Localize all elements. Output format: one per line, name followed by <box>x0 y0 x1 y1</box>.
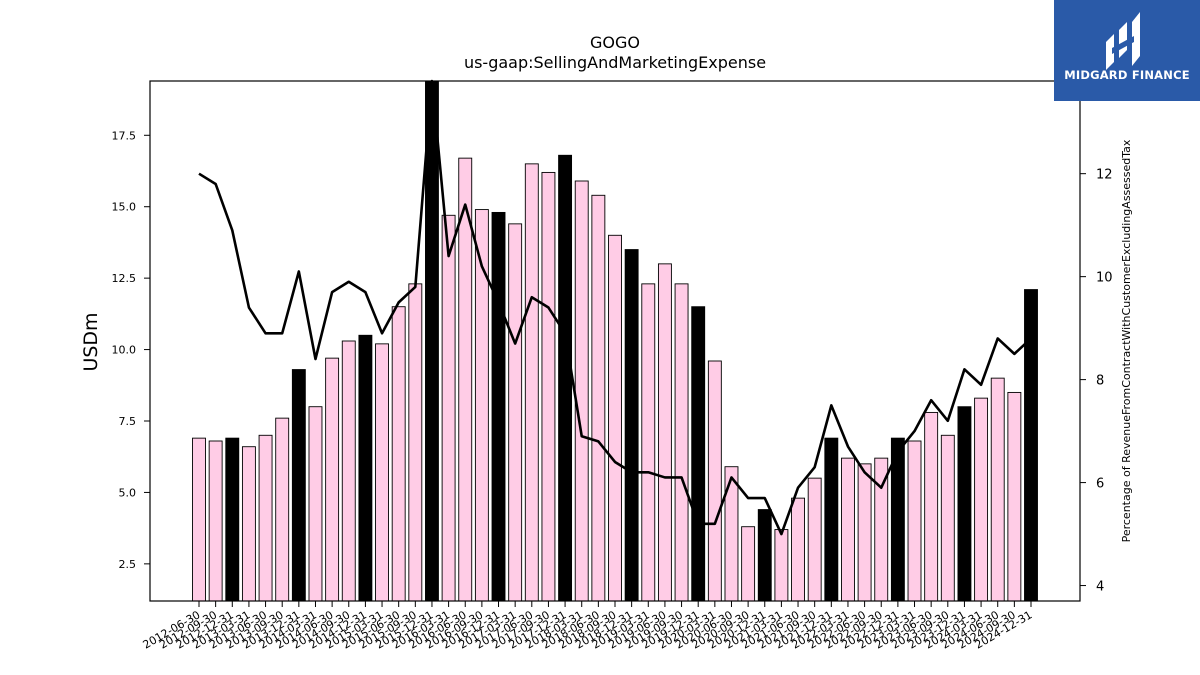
y2-tick-label: 10 <box>1096 271 1113 286</box>
y-axis-left: 2.5 5.0 7.5 10.0 12.5 15.0 17.5 <box>112 129 150 571</box>
bar-2024-03-31 <box>974 397 989 602</box>
bar-2014-09-30 <box>341 340 356 602</box>
bar-2015-03-31 <box>375 343 389 602</box>
y2-axis-label: Percentage of RevenueFromContractWithCus… <box>1120 139 1133 542</box>
bar-2016-03-31 <box>441 214 456 602</box>
bar-2020-12-31 <box>757 509 772 602</box>
y-tick-label: 2.5 <box>119 558 137 571</box>
bar-2018-12-31 <box>624 249 639 602</box>
bar-2021-06-30 <box>791 497 805 602</box>
bar-2019-03-31 <box>641 283 656 602</box>
bar-2024-12-31 <box>1024 289 1038 602</box>
bar-2019-12-31 <box>691 306 706 602</box>
bar-2018-06-30 <box>591 194 606 602</box>
bar-2017-09-30 <box>541 171 556 602</box>
bar-series <box>192 80 1038 602</box>
x-axis: 2012-06-302012-09-302012-12-312013-03-31… <box>141 601 1035 652</box>
bar-2015-09-30 <box>408 283 423 602</box>
y-tick-label: 5.0 <box>119 486 137 499</box>
y-tick-label: 12.5 <box>112 272 137 285</box>
bar-2016-12-31 <box>491 211 506 602</box>
bar-2012-06-30 <box>192 437 206 602</box>
bar-2017-06-30 <box>524 163 539 602</box>
y2-tick-label: 8 <box>1096 374 1104 389</box>
chart-subtitle: us-gaap:SellingAndMarketingExpense <box>463 53 767 72</box>
bar-2023-03-31 <box>907 440 922 602</box>
bar-2019-09-30 <box>674 283 689 602</box>
y2-tick-label: 12 <box>1096 168 1113 183</box>
bar-2020-09-30 <box>741 526 756 602</box>
bar-2024-09-30 <box>1007 391 1022 602</box>
brand-name: MIDGARD FINANCE <box>1064 68 1190 82</box>
bar-2018-03-31 <box>574 180 589 602</box>
bar-2013-09-30 <box>275 417 290 602</box>
bar-2018-09-30 <box>608 234 622 602</box>
y-tick-label: 15.0 <box>112 201 137 214</box>
midgard-logo-icon <box>1106 12 1140 70</box>
bar-2024-06-30 <box>990 377 1005 602</box>
bar-2012-09-30 <box>208 440 223 602</box>
bar-2013-06-30 <box>258 434 273 602</box>
bar-2023-12-31 <box>957 406 972 602</box>
bar-2015-06-30 <box>391 306 406 602</box>
percentage-line <box>198 79 1032 536</box>
chart-title: GOGO <box>590 33 640 52</box>
bar-2013-12-31 <box>291 369 306 602</box>
y2-tick-label: 4 <box>1096 580 1104 595</box>
bar-2022-06-30 <box>857 463 872 602</box>
y-tick-label: 10.0 <box>112 344 137 357</box>
bar-2023-06-30 <box>924 411 939 602</box>
bar-2012-12-31 <box>225 437 240 602</box>
y-axis-label: USDm <box>80 312 102 371</box>
bar-2017-03-31 <box>508 223 523 602</box>
bar-2017-12-31 <box>558 154 573 602</box>
bar-2014-03-31 <box>308 406 323 602</box>
bar-2021-09-30 <box>807 477 822 602</box>
bar-2023-09-30 <box>940 434 955 602</box>
bar-2014-06-30 <box>325 357 340 602</box>
y-tick-label: 17.5 <box>112 129 137 142</box>
bar-2021-12-31 <box>824 437 839 602</box>
y-axis-right: 4 6 8 10 12 <box>1080 168 1113 595</box>
bar-2019-06-30 <box>657 263 672 602</box>
bar-2015-12-31 <box>425 80 439 602</box>
bar-2013-03-31 <box>241 446 256 602</box>
bar-2021-03-31 <box>774 529 789 602</box>
bar-2022-03-31 <box>841 457 855 602</box>
y2-tick-label: 6 <box>1096 477 1104 492</box>
y-tick-label: 7.5 <box>119 415 137 428</box>
bar-2014-12-31 <box>358 334 373 602</box>
brand-logo: MIDGARD FINANCE <box>1054 0 1200 101</box>
bar-2020-03-31 <box>707 360 722 602</box>
